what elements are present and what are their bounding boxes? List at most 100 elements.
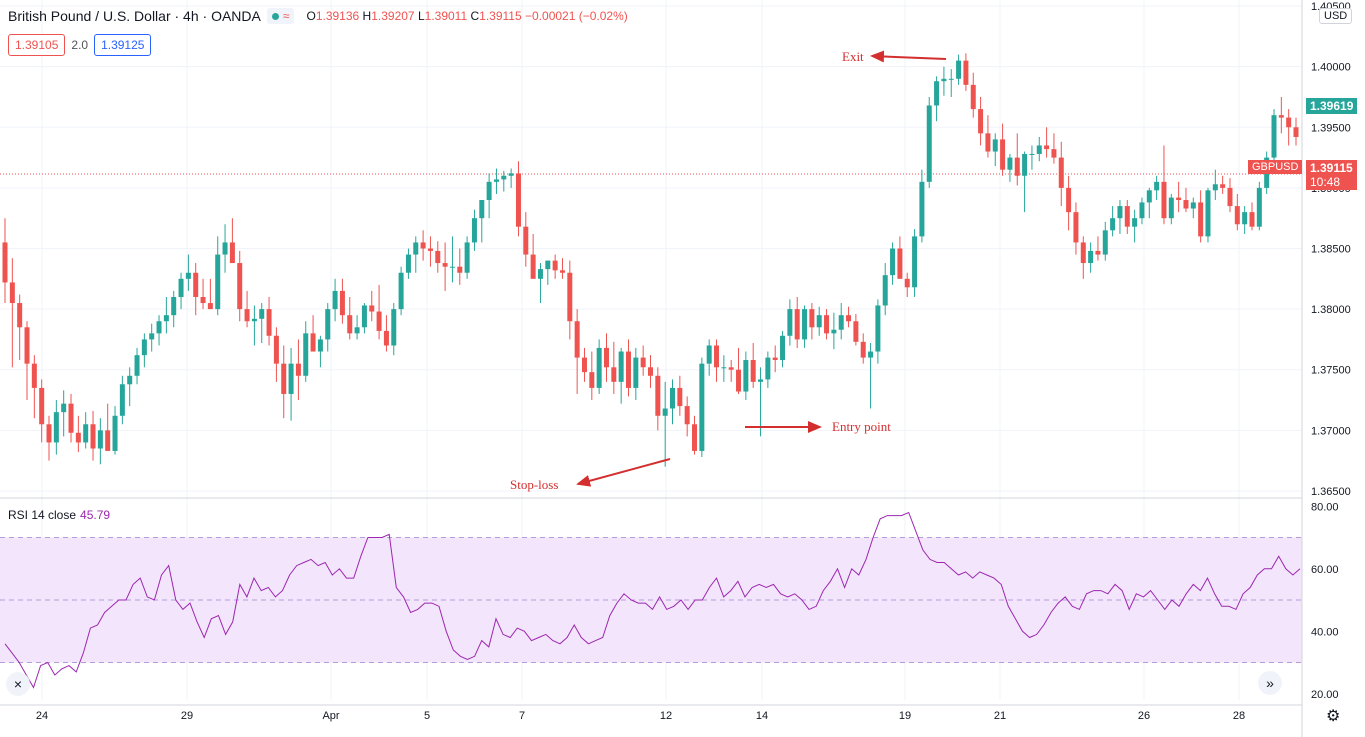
candle bbox=[625, 339, 631, 397]
candle-body bbox=[765, 357, 771, 380]
candle bbox=[1198, 190, 1204, 243]
buy-button[interactable]: 1.39125 bbox=[94, 34, 152, 56]
candle-body bbox=[68, 403, 74, 433]
candle-body bbox=[1249, 212, 1255, 227]
candle-body bbox=[515, 173, 521, 227]
candle bbox=[288, 347, 294, 421]
candle-body bbox=[728, 367, 734, 370]
candle bbox=[31, 355, 37, 419]
candle bbox=[97, 418, 103, 465]
candle bbox=[486, 173, 492, 219]
candle-body bbox=[53, 412, 59, 443]
candle-body bbox=[112, 415, 118, 451]
candle bbox=[1044, 127, 1050, 158]
candle-body bbox=[354, 327, 360, 334]
candle-body bbox=[1073, 212, 1079, 243]
candle-body bbox=[1088, 250, 1094, 264]
symbol-title[interactable]: British Pound / U.S. Dollar · 4h · OANDA bbox=[8, 8, 261, 24]
candle bbox=[83, 412, 89, 449]
price-tick-label: 1.39500 bbox=[1311, 122, 1351, 134]
candle bbox=[1029, 145, 1035, 170]
candle-body bbox=[1058, 157, 1064, 188]
candle bbox=[325, 303, 331, 352]
candle bbox=[449, 236, 455, 283]
rsi-tick-label: 40.00 bbox=[1311, 626, 1339, 638]
candle bbox=[427, 236, 433, 267]
sell-button[interactable]: 1.39105 bbox=[8, 34, 66, 56]
candle bbox=[369, 290, 375, 322]
candle-body bbox=[970, 84, 976, 110]
rsi-value: 45.79 bbox=[80, 508, 111, 522]
candle-body bbox=[985, 133, 991, 152]
candle bbox=[1256, 181, 1262, 231]
candle bbox=[618, 347, 624, 404]
candle bbox=[1080, 236, 1086, 279]
candle-body bbox=[648, 367, 653, 376]
candle-body bbox=[780, 335, 786, 361]
rsi-legend[interactable]: RSI 14 close 45.79 bbox=[8, 508, 111, 522]
candle-body bbox=[295, 363, 301, 376]
candle bbox=[464, 236, 470, 279]
candle bbox=[603, 333, 609, 382]
candle-body bbox=[1110, 218, 1116, 231]
candle bbox=[1014, 133, 1020, 186]
candle-body bbox=[1044, 145, 1050, 150]
wave-icon: ≈ bbox=[282, 9, 290, 23]
currency-button[interactable]: USD bbox=[1319, 8, 1353, 24]
candle-body bbox=[486, 181, 492, 201]
candle-body bbox=[772, 357, 778, 361]
candle-body bbox=[802, 309, 808, 340]
candle-body bbox=[171, 296, 177, 316]
last-price-tag: 1.39115 10:48 bbox=[1306, 160, 1357, 190]
candle bbox=[61, 390, 67, 437]
candle-body bbox=[134, 355, 140, 376]
candle bbox=[398, 266, 404, 316]
candle bbox=[207, 278, 213, 310]
candle-body bbox=[1176, 197, 1182, 201]
time-tick-label: 7 bbox=[519, 710, 525, 722]
price-tick-label: 1.38000 bbox=[1311, 304, 1351, 316]
candle-body bbox=[369, 305, 375, 312]
price-tick-label: 1.38500 bbox=[1311, 244, 1351, 256]
candle bbox=[589, 351, 595, 401]
candle-body bbox=[846, 315, 852, 322]
candle bbox=[9, 258, 15, 368]
close-icon[interactable]: × bbox=[6, 672, 30, 696]
candle-body bbox=[39, 387, 45, 425]
candle bbox=[193, 263, 199, 316]
candle bbox=[941, 66, 947, 96]
spread-value: 2.0 bbox=[71, 38, 89, 52]
candle-body bbox=[868, 351, 874, 358]
annotations: Exit Entry point Stop-loss bbox=[510, 49, 947, 492]
candle bbox=[838, 303, 844, 340]
candle-body bbox=[339, 290, 345, 316]
double-chevron-right-icon[interactable]: » bbox=[1258, 671, 1282, 695]
gear-icon[interactable]: ⚙ bbox=[1326, 708, 1341, 725]
candle bbox=[882, 263, 888, 316]
candle-body bbox=[882, 275, 888, 306]
candle bbox=[780, 330, 786, 368]
candle bbox=[479, 200, 485, 243]
candle bbox=[787, 299, 793, 346]
candle bbox=[1088, 242, 1094, 273]
candle-body bbox=[1139, 202, 1145, 219]
candle bbox=[890, 242, 896, 285]
candle bbox=[501, 170, 507, 192]
candle-body bbox=[684, 406, 690, 425]
candle bbox=[692, 415, 698, 455]
candle-body bbox=[919, 181, 925, 237]
candle-body bbox=[1066, 187, 1072, 213]
candle bbox=[1095, 236, 1101, 261]
candle bbox=[376, 284, 382, 340]
candle bbox=[670, 379, 676, 425]
candle bbox=[648, 355, 653, 388]
candle bbox=[266, 296, 272, 346]
candle-body bbox=[90, 424, 96, 449]
candle-body bbox=[317, 339, 323, 352]
candle-body bbox=[581, 357, 587, 373]
status-badge[interactable]: ≈ bbox=[266, 8, 295, 24]
candle-body bbox=[545, 260, 551, 270]
candle bbox=[846, 306, 852, 328]
candle-body bbox=[449, 266, 455, 268]
